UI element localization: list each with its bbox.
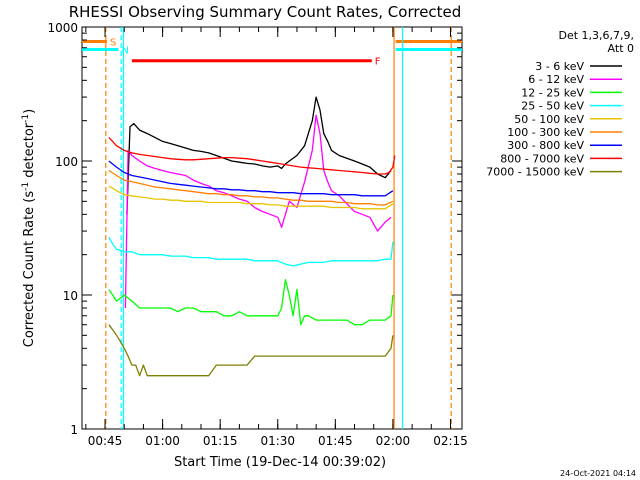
y-tick-label: 10 [63, 289, 78, 303]
legend-label-300-800-kev: 300 - 800 keV [507, 139, 584, 152]
x-tick-label: 01:15 [203, 434, 238, 448]
x-axis-ticks: 00:45 01:00 01:15 01:30 01:45 02:00 02:15 [85, 27, 468, 448]
series-line-3-6-kev [126, 96, 392, 215]
plot-frame [81, 26, 463, 430]
y-tick-label: 100 [55, 155, 78, 169]
legend-label-800-7000-kev: 800 - 7000 keV [500, 152, 584, 165]
y-tick-label: 1000 [47, 21, 78, 35]
series-line-25-50-kev [108, 236, 394, 267]
x-tick-label: 01:00 [145, 434, 180, 448]
x-axis-label: Start Time (19-Dec-14 00:39:02) [174, 455, 386, 470]
legend-label-6-12-kev: 6 - 12 keV [528, 73, 584, 86]
series-line-6-12-kev [124, 114, 392, 309]
y-axis-label: Corrected Count Rate (s-1 detector-1) [21, 109, 37, 347]
flag-label-s: S [110, 37, 116, 48]
y-tick-label: 1 [70, 423, 78, 437]
x-tick-label: 00:45 [88, 434, 123, 448]
chart-title: RHESSI Observing Summary Count Rates, Co… [69, 3, 462, 21]
legend-label-3-6-kev: 3 - 6 keV [535, 60, 584, 73]
series-line-100-300-kev [108, 169, 394, 206]
x-tick-label: 02:00 [376, 434, 411, 448]
y-axis-ticks: 1 10 100 1000 [47, 21, 462, 437]
footer-timestamp: 24-Oct-2021 04:14 [560, 469, 636, 478]
state-lines [105, 27, 452, 429]
series-line-800-7000-kev [108, 136, 396, 175]
legend-label-12-25-kev: 12 - 25 keV [521, 86, 584, 99]
flag-label-n: N [121, 45, 128, 56]
legend-header-2: Att 0 [608, 42, 634, 55]
x-tick-label: 01:45 [318, 434, 353, 448]
series-line-50-100-kev [108, 185, 394, 210]
legend-label-25-50-kev: 25 - 50 keV [521, 100, 584, 113]
series-line-7000-15000-kev [108, 324, 394, 377]
legend-header-1: Det 1,3,6,7,9, [558, 29, 634, 42]
series-lines [108, 96, 396, 377]
series-line-12-25-kev [108, 279, 394, 326]
legend-label-100-300-kev: 100 - 300 keV [507, 126, 584, 139]
legend-label-7000-15000-kev: 7000 - 15000 keV [486, 166, 584, 179]
plot-area: SN F 1 10 100 1000 00:45 01:00 01:15 01:30 01:45… [47, 21, 467, 448]
x-tick-label: 01:30 [260, 434, 295, 448]
flag-label-f: F [375, 57, 381, 68]
x-tick-label: 02:15 [433, 434, 468, 448]
series-line-300-800-kev [108, 160, 394, 197]
legend-label-50-100-kev: 50 - 100 keV [514, 113, 584, 126]
flag-bars: SN F [82, 37, 462, 68]
